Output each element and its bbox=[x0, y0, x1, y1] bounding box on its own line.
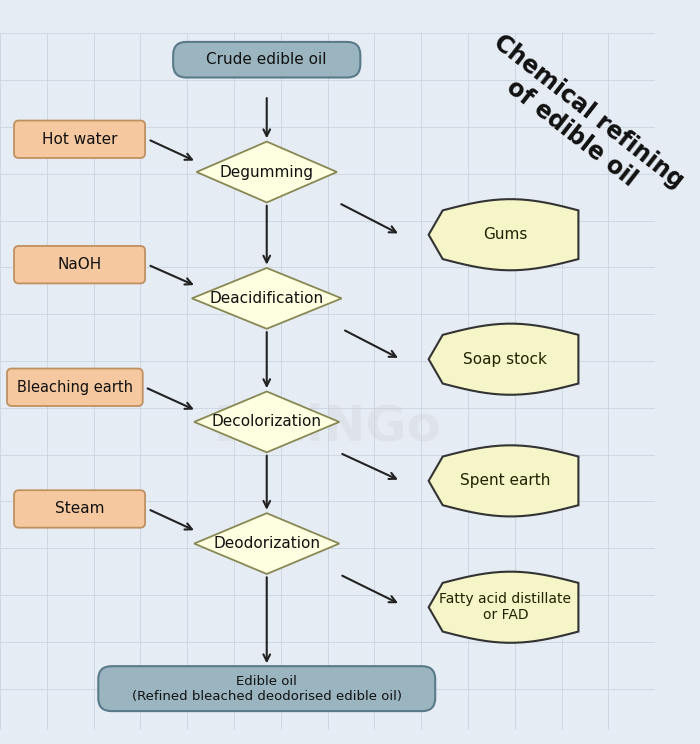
Text: Spent earth: Spent earth bbox=[460, 473, 551, 488]
FancyBboxPatch shape bbox=[173, 42, 360, 77]
FancyBboxPatch shape bbox=[14, 246, 145, 283]
Polygon shape bbox=[428, 446, 578, 516]
Polygon shape bbox=[194, 513, 340, 574]
Text: Deodorization: Deodorization bbox=[214, 536, 320, 551]
Text: Chemical refining
of edible oil: Chemical refining of edible oil bbox=[472, 30, 689, 215]
Polygon shape bbox=[194, 391, 340, 452]
Text: Edible oil
(Refined bleached deodorised edible oil): Edible oil (Refined bleached deodorised … bbox=[132, 675, 402, 702]
Text: Soap stock: Soap stock bbox=[463, 352, 547, 367]
FancyBboxPatch shape bbox=[98, 666, 435, 711]
Text: Crude edible oil: Crude edible oil bbox=[206, 52, 327, 67]
Polygon shape bbox=[192, 268, 342, 329]
Text: NaOH: NaOH bbox=[57, 257, 102, 272]
Text: Deacidification: Deacidification bbox=[210, 291, 324, 306]
Polygon shape bbox=[197, 141, 337, 202]
Polygon shape bbox=[428, 571, 578, 643]
Polygon shape bbox=[428, 324, 578, 395]
Text: Bleaching earth: Bleaching earth bbox=[17, 379, 133, 395]
Polygon shape bbox=[428, 199, 578, 270]
Text: Gums: Gums bbox=[483, 227, 528, 243]
Text: Degumming: Degumming bbox=[220, 164, 314, 179]
Text: Fatty acid distillate
or FAD: Fatty acid distillate or FAD bbox=[440, 592, 571, 622]
FancyBboxPatch shape bbox=[14, 490, 145, 527]
FancyBboxPatch shape bbox=[7, 368, 143, 406]
Text: Decolorization: Decolorization bbox=[211, 414, 322, 429]
FancyBboxPatch shape bbox=[14, 121, 145, 158]
Text: Hot water: Hot water bbox=[42, 132, 118, 147]
Text: Steam: Steam bbox=[55, 501, 104, 516]
Text: DoliNGo: DoliNGo bbox=[214, 403, 442, 451]
